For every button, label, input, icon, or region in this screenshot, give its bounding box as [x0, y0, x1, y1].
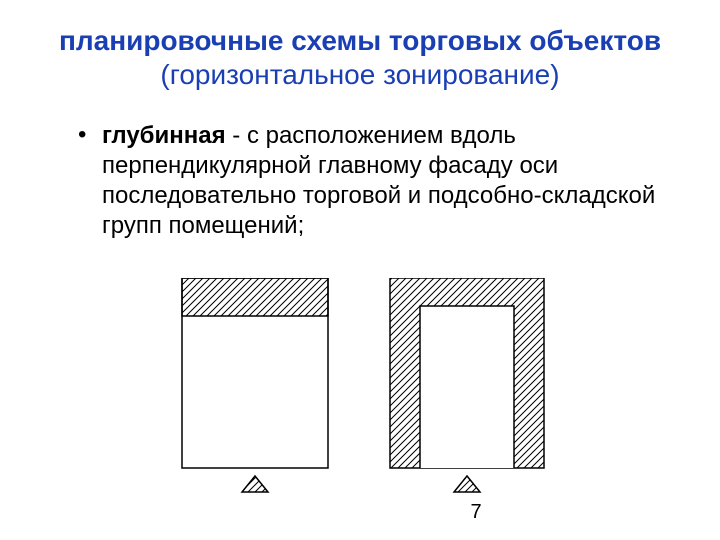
slide-title: планировочные схемы торговых объектов (г…	[50, 24, 670, 91]
bullet-marker: •	[78, 121, 102, 150]
bullet-term: глубинная	[102, 122, 226, 149]
page-number: 7	[0, 501, 720, 524]
diagram-area	[0, 278, 720, 518]
slide: планировочные схемы торговых объектов (г…	[0, 0, 720, 540]
diagram-svg	[0, 278, 720, 518]
title-rest: (горизонтальное зонирование)	[160, 59, 559, 90]
body-text: • глубинная - с расположением вдоль перп…	[50, 121, 670, 241]
title-bold: планировочные схемы торговых объектов	[59, 25, 661, 56]
bullet-item: • глубинная - с расположением вдоль перп…	[78, 121, 670, 241]
bullet-text: глубинная - с расположением вдоль перпен…	[102, 121, 670, 241]
